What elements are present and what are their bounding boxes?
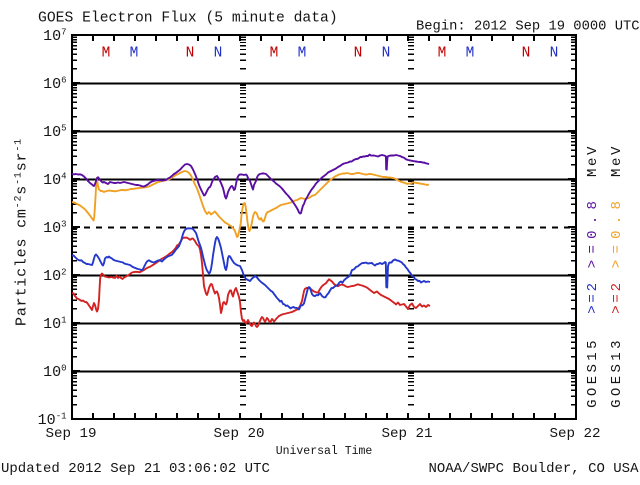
svg-text:M: M bbox=[466, 46, 475, 62]
svg-text:>=2: >=2 bbox=[585, 280, 601, 314]
svg-text:GOES Electron Flux (5 minute d: GOES Electron Flux (5 minute data) bbox=[38, 11, 338, 27]
svg-text:100: 100 bbox=[43, 364, 66, 382]
svg-text:N: N bbox=[382, 46, 391, 62]
svg-text:105: 105 bbox=[43, 124, 66, 142]
svg-text:M: M bbox=[270, 46, 279, 62]
svg-text:103: 103 bbox=[43, 220, 66, 238]
svg-text:N: N bbox=[186, 46, 195, 62]
svg-text:NOAA/SWPC Boulder, CO USA: NOAA/SWPC Boulder, CO USA bbox=[428, 461, 639, 477]
svg-text:N: N bbox=[214, 46, 223, 62]
svg-text:Sep 20: Sep 20 bbox=[213, 426, 264, 442]
svg-text:GOES15: GOES15 bbox=[585, 337, 601, 408]
svg-text:10-1: 10-1 bbox=[38, 412, 67, 430]
svg-text:MeV: MeV bbox=[609, 144, 625, 177]
svg-text:M: M bbox=[130, 46, 139, 62]
svg-text:101: 101 bbox=[43, 316, 66, 334]
svg-text:Sep 21: Sep 21 bbox=[381, 426, 432, 442]
svg-text:Begin: 2012 Sep 19 0000 UTC: Begin: 2012 Sep 19 0000 UTC bbox=[416, 19, 640, 35]
svg-text:Updated 2012 Sep 21 03:06:02 U: Updated 2012 Sep 21 03:06:02 UTC bbox=[1, 461, 270, 477]
svg-text:M: M bbox=[438, 46, 447, 62]
svg-text:>=2: >=2 bbox=[609, 280, 625, 314]
svg-text:Sep 19: Sep 19 bbox=[45, 426, 96, 442]
svg-text:Sep 22: Sep 22 bbox=[549, 426, 600, 442]
svg-text:102: 102 bbox=[43, 268, 66, 286]
svg-text:>=0.8: >=0.8 bbox=[585, 195, 601, 269]
svg-text:N: N bbox=[354, 46, 363, 62]
svg-text:Universal Time: Universal Time bbox=[276, 445, 373, 458]
svg-text:107: 107 bbox=[43, 28, 66, 46]
svg-text:N: N bbox=[550, 46, 559, 62]
svg-text:106: 106 bbox=[43, 76, 66, 94]
svg-text:M: M bbox=[298, 46, 307, 62]
svg-text:GOES13: GOES13 bbox=[609, 337, 625, 408]
svg-text:104: 104 bbox=[43, 172, 66, 190]
svg-text:N: N bbox=[522, 46, 531, 62]
svg-text:>=0.8: >=0.8 bbox=[609, 195, 625, 269]
svg-text:Particles cm-2s-1sr-1: Particles cm-2s-1sr-1 bbox=[14, 138, 31, 326]
svg-text:MeV: MeV bbox=[585, 144, 601, 177]
svg-text:M: M bbox=[102, 46, 111, 62]
